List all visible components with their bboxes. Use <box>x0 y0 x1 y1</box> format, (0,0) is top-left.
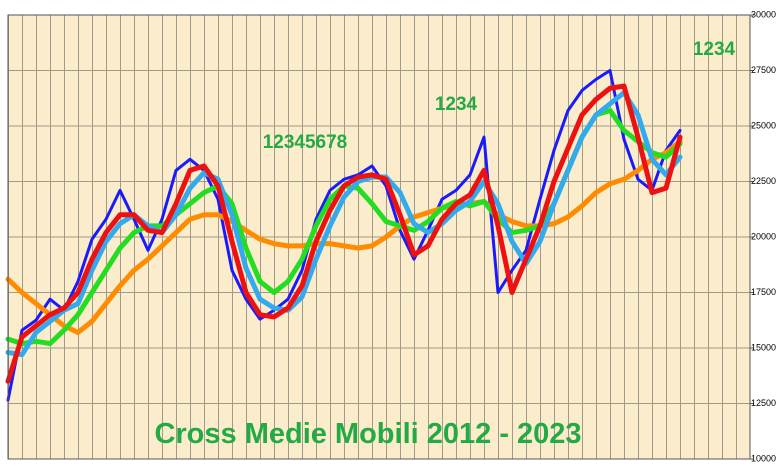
y-tick-label: 20000 <box>751 231 776 241</box>
series-line <box>6 69 682 402</box>
annotation: 12345678 <box>263 132 348 153</box>
series-line <box>5 139 683 335</box>
series-line <box>5 90 683 358</box>
y-tick-label: 15000 <box>751 342 776 352</box>
y-tick-label: 22500 <box>751 176 776 186</box>
annotation: 1234 <box>693 39 736 60</box>
y-tick-label: 10000 <box>751 453 776 463</box>
series-line <box>5 83 683 384</box>
y-tick-label: 17500 <box>751 287 776 297</box>
y-tick-label: 30000 <box>751 9 776 19</box>
y-tick-label: 25000 <box>751 120 776 130</box>
annotation: 1234 <box>435 94 478 115</box>
y-tick-label: 27500 <box>751 65 776 75</box>
y-tick-label: 12500 <box>751 398 776 408</box>
chart-title: Cross Medie Mobili 2012 - 2023 <box>154 418 581 450</box>
